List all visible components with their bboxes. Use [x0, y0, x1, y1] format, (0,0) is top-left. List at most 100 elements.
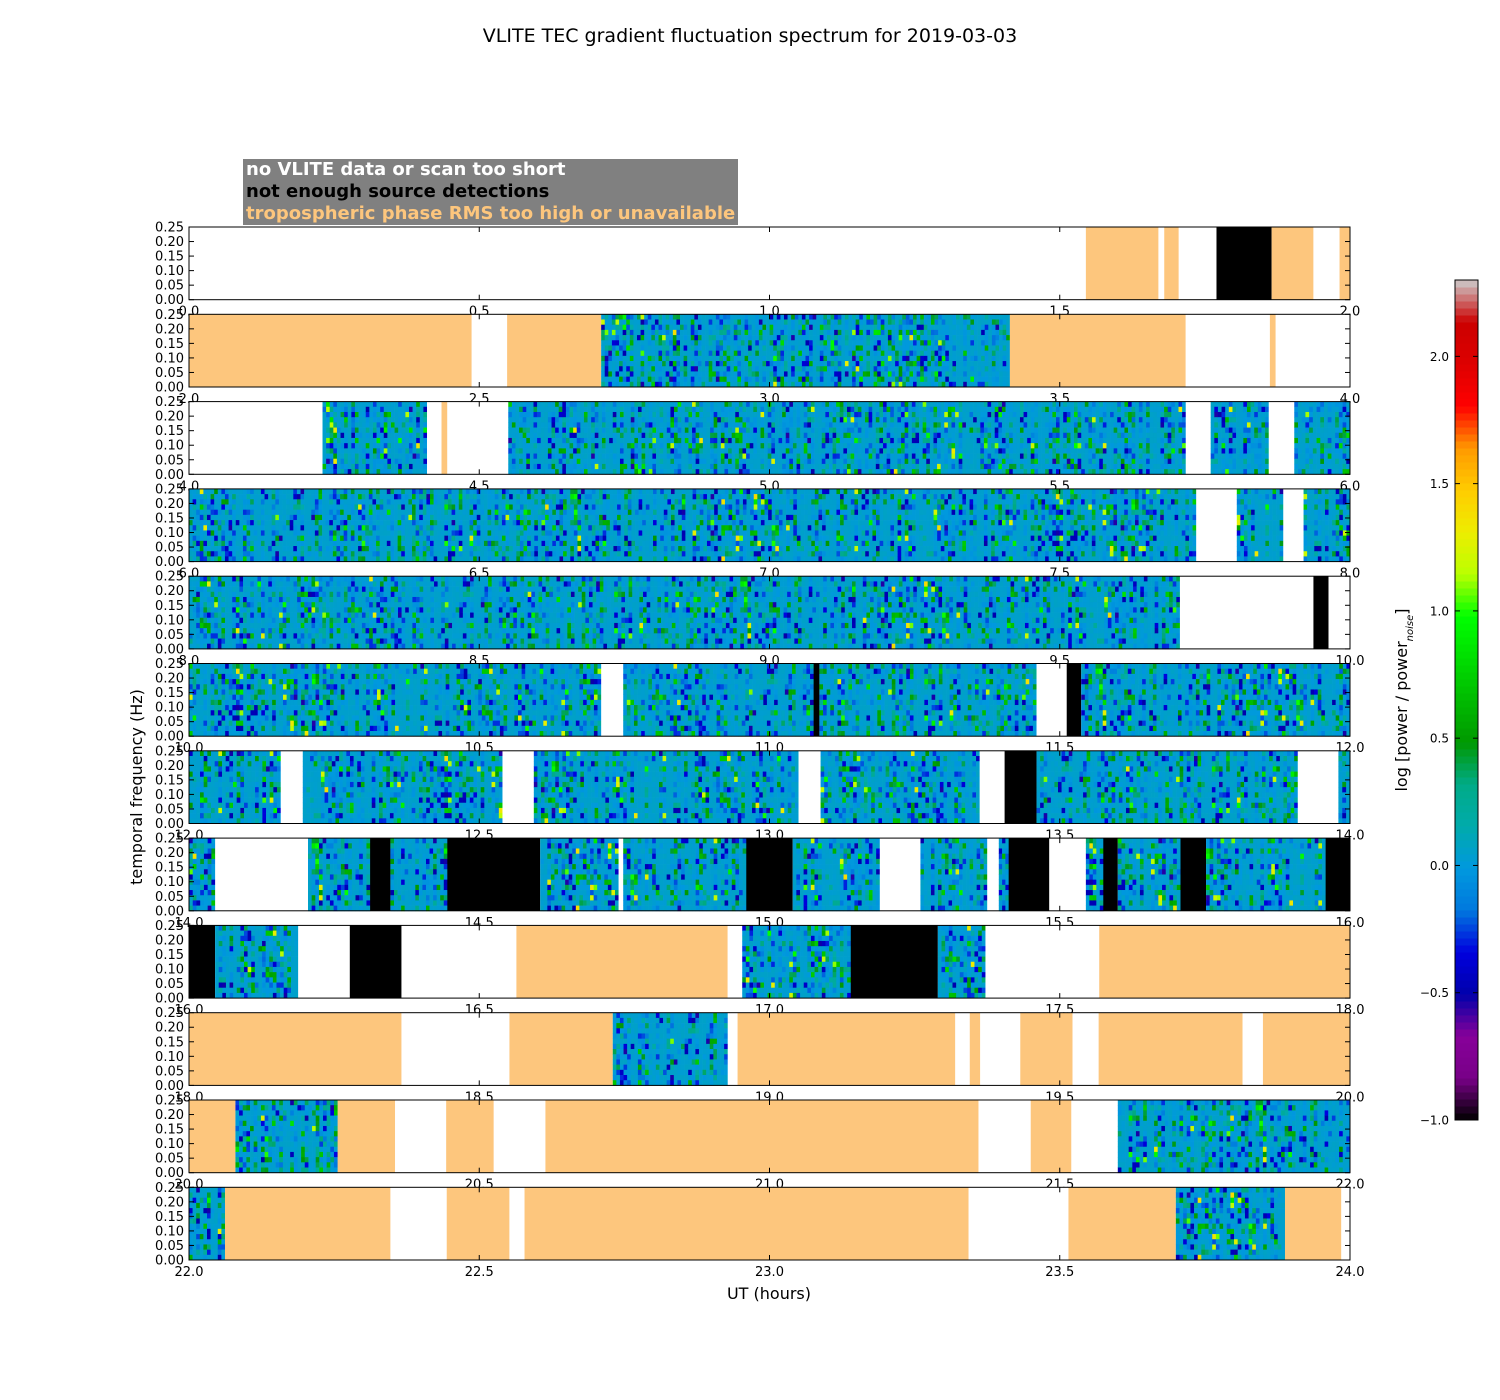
heatmap-cell [1009, 437, 1014, 444]
heatmap-cell [683, 340, 688, 346]
heatmap-cell [807, 417, 812, 423]
heatmap-cell [883, 406, 887, 413]
heatmap-cell [812, 319, 817, 326]
heatmap-cell [1016, 463, 1021, 470]
heatmap-cell [819, 345, 824, 351]
heatmap-cell [769, 335, 774, 341]
heatmap-cell [1228, 463, 1233, 470]
heatmap-cell [672, 314, 677, 320]
heatmap-cell [762, 329, 767, 336]
heatmap-cell [616, 401, 621, 408]
heatmap-cell [645, 417, 650, 423]
heatmap-cell [821, 427, 826, 434]
heatmap-cell [601, 463, 606, 470]
heatmap-cell [855, 361, 860, 367]
heatmap-cell [780, 376, 785, 383]
heatmap-cell [419, 453, 424, 460]
heatmap-cell [922, 448, 927, 454]
heatmap-cell [405, 443, 410, 449]
heatmap-cell [821, 448, 826, 454]
heatmap-cell [812, 371, 817, 377]
heatmap-cell [708, 376, 713, 383]
heatmap-cell [1009, 432, 1014, 439]
heatmap-cell [908, 463, 913, 470]
heatmap-cell [807, 453, 812, 460]
heatmap-cell [883, 417, 887, 423]
heatmap-cell [778, 469, 783, 475]
heatmap-cell [893, 437, 898, 444]
heatmap-cell [1178, 443, 1183, 449]
heatmap-cell [1228, 458, 1233, 465]
heatmap-cell [735, 437, 740, 444]
heatmap-cell [358, 453, 363, 460]
heatmap-cell [908, 406, 913, 413]
heatmap-cell [684, 458, 689, 465]
heatmap-cell [651, 371, 656, 377]
heatmap-cell [728, 406, 733, 413]
heatmap-cell [890, 427, 895, 434]
heatmap-cell [922, 458, 927, 465]
heatmap-cell [922, 443, 927, 449]
heatmap-cell [569, 411, 574, 418]
heatmap-cell [776, 345, 781, 351]
heatmap-cell [901, 469, 905, 475]
heatmap-cell [823, 350, 828, 357]
heatmap-cell [969, 448, 974, 454]
heatmap-cell [537, 422, 542, 428]
heatmap-cell [827, 324, 831, 331]
heatmap-cell [1128, 401, 1133, 408]
heatmap-cell [1254, 417, 1259, 423]
heatmap-cell [626, 366, 631, 372]
heatmap-cell [372, 437, 377, 444]
heatmap-cell [952, 350, 957, 357]
heatmap-cell [879, 443, 884, 449]
heatmap-cell [1113, 458, 1118, 465]
heatmap-cell [875, 406, 880, 413]
heatmap-cell [771, 427, 776, 434]
heatmap-cell [672, 350, 677, 357]
heatmap-cell [880, 324, 885, 331]
heatmap-cell [965, 422, 970, 428]
heatmap-cell [1052, 437, 1057, 444]
heatmap-cell [611, 324, 616, 331]
heatmap-cell [562, 432, 567, 439]
heatmap-cell [683, 350, 688, 357]
heatmap-cell [848, 319, 853, 326]
heatmap-cell [1153, 437, 1158, 444]
heatmap-cell [735, 427, 740, 434]
heatmap-cell [726, 324, 731, 331]
heatmap-cell [1077, 432, 1082, 439]
heatmap-cell [1239, 453, 1244, 460]
heatmap-cell [879, 406, 884, 413]
heatmap-cell [803, 448, 808, 454]
heatmap-cell [898, 381, 903, 388]
heatmap-cell [719, 345, 724, 351]
heatmap-cell [645, 463, 650, 470]
heatmap-cell [965, 448, 970, 454]
heatmap-cell [1124, 443, 1129, 449]
heatmap-cell [336, 427, 341, 434]
heatmap-cell [670, 463, 675, 470]
heatmap-cell [1012, 469, 1017, 475]
heatmap-cell [994, 453, 999, 460]
heatmap-cell [688, 453, 693, 460]
heatmap-cell [875, 411, 880, 418]
heatmap-cell [1174, 427, 1179, 434]
heatmap-cell [715, 355, 720, 362]
heatmap-cell [416, 453, 421, 460]
heatmap-cell [1066, 432, 1071, 439]
heatmap-cell [508, 453, 513, 460]
heatmap-cell [951, 432, 956, 439]
heatmap-cell [648, 458, 653, 465]
heatmap-cell [654, 366, 659, 372]
heatmap-cell [735, 432, 740, 439]
heatmap-cell [515, 422, 520, 428]
heatmap-cell [1217, 401, 1222, 408]
heatmap-cell [656, 443, 660, 449]
heatmap-cell [828, 453, 833, 460]
heatmap-cell [630, 463, 635, 470]
heatmap-cell [706, 406, 711, 413]
heatmap-cell [619, 314, 624, 320]
heatmap-cell [1030, 406, 1035, 413]
heatmap-cell [380, 411, 385, 418]
